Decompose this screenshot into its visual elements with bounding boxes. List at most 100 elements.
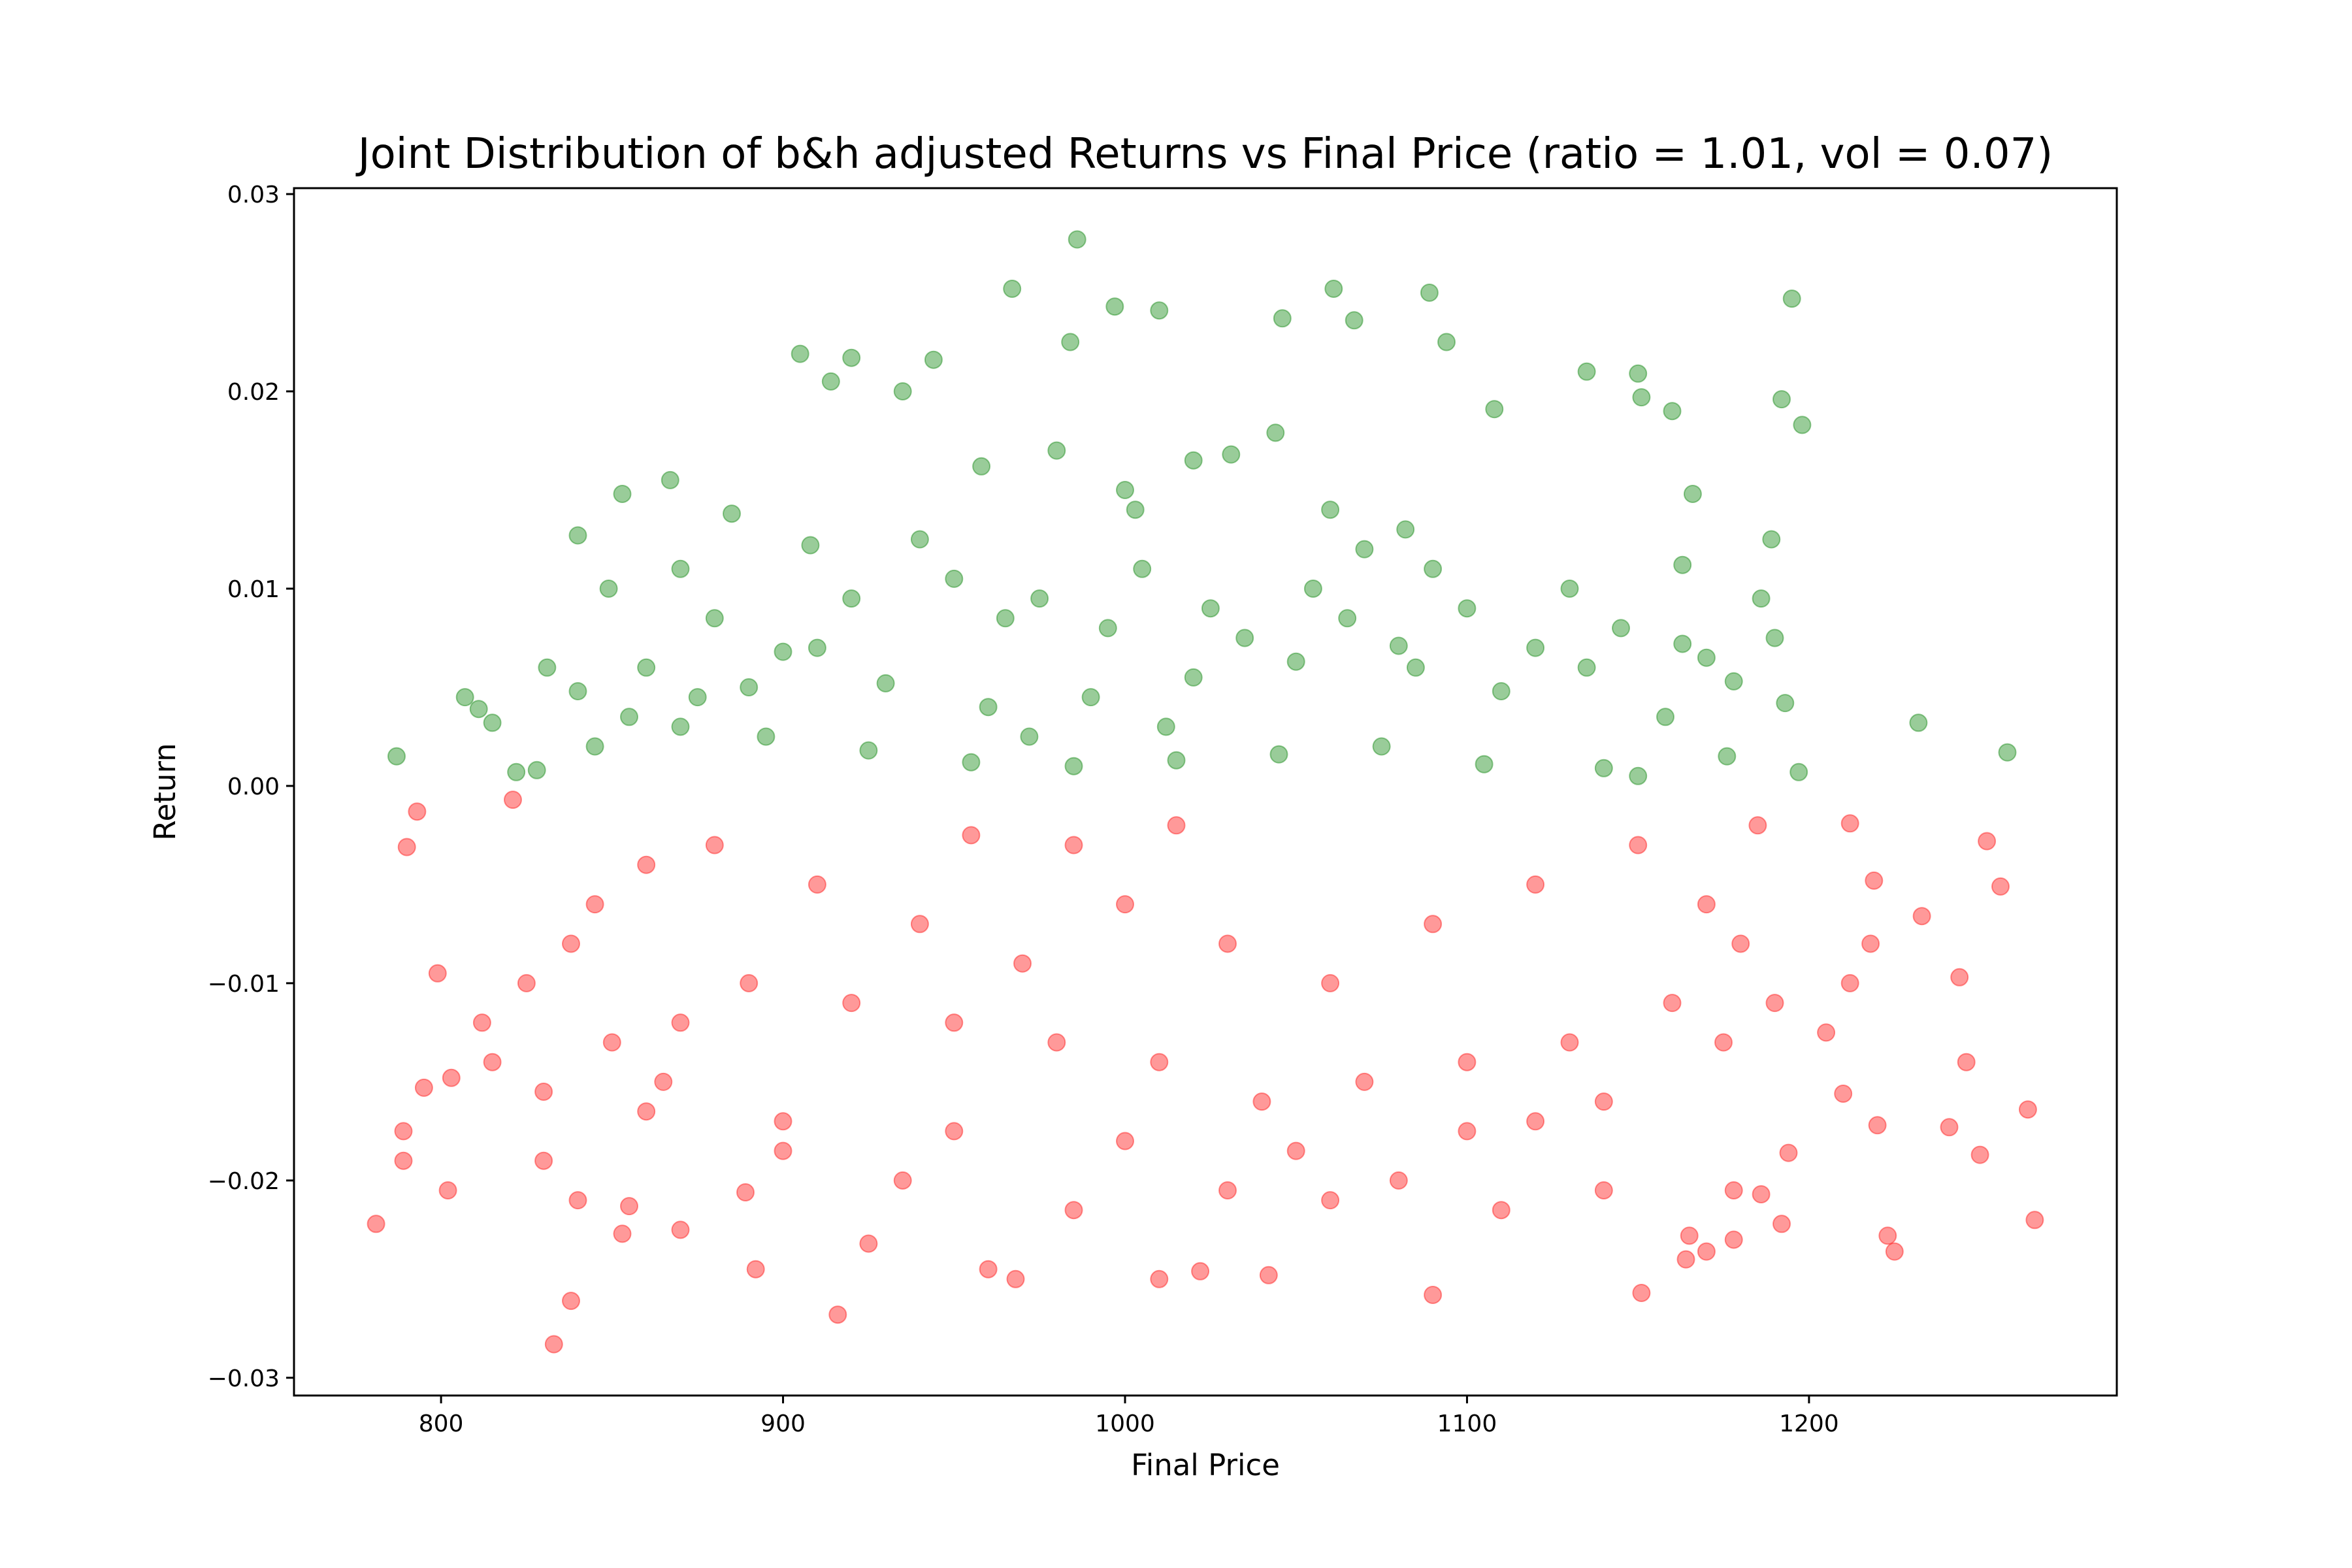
data-point	[1526, 638, 1545, 657]
data-point	[996, 609, 1015, 628]
data-point	[2025, 1211, 2044, 1230]
x-tick-label: 1000	[1095, 1411, 1155, 1437]
data-point	[613, 1224, 632, 1243]
data-point	[1222, 445, 1241, 464]
data-point	[1321, 973, 1340, 992]
data-point	[1594, 1181, 1613, 1200]
data-point	[637, 855, 656, 874]
data-point	[1003, 280, 1022, 298]
data-point	[408, 802, 427, 821]
data-point	[414, 1078, 433, 1097]
data-point	[671, 1220, 690, 1239]
data-point	[1629, 364, 1648, 383]
data-point	[876, 674, 895, 693]
data-point	[661, 470, 679, 489]
data-point	[1656, 708, 1674, 727]
data-point	[893, 1171, 912, 1190]
y-tick-label: 0.02	[227, 379, 280, 406]
data-point	[1878, 1226, 1897, 1245]
data-point	[1772, 1215, 1791, 1233]
y-axis-label: Return	[148, 743, 182, 840]
data-point	[1006, 1269, 1025, 1288]
data-point	[1201, 599, 1220, 618]
data-point	[1772, 390, 1791, 409]
y-tick-label: 0.03	[227, 182, 280, 208]
data-point	[1396, 520, 1415, 539]
data-point	[599, 580, 618, 598]
data-point	[438, 1181, 457, 1200]
data-point	[821, 372, 840, 391]
x-axis-label: Final Price	[1131, 1448, 1280, 1482]
data-point	[1064, 757, 1083, 776]
y-tick-label: −0.02	[208, 1168, 280, 1195]
data-point	[1424, 559, 1443, 578]
data-point	[1420, 284, 1439, 302]
data-point	[1629, 836, 1648, 855]
plot-frame	[293, 187, 2118, 1397]
data-point	[671, 717, 690, 736]
data-point	[1752, 589, 1771, 608]
data-point	[1485, 400, 1504, 419]
data-point	[1632, 1284, 1651, 1302]
x-tick-label: 1100	[1437, 1411, 1497, 1437]
data-point	[1064, 1201, 1083, 1220]
data-point	[397, 838, 416, 857]
data-point	[1673, 555, 1692, 574]
data-point	[1167, 816, 1186, 835]
data-point	[1150, 301, 1169, 320]
data-point	[774, 642, 792, 661]
data-point	[1885, 1242, 1904, 1261]
data-point	[1492, 1201, 1511, 1220]
data-point	[1492, 682, 1511, 700]
data-point	[859, 1234, 878, 1253]
data-point	[1817, 1023, 1836, 1042]
data-point	[1629, 766, 1648, 785]
data-point	[504, 791, 522, 809]
data-point	[1269, 745, 1288, 764]
data-point	[962, 826, 981, 845]
data-point	[1218, 1181, 1237, 1200]
data-point	[1116, 895, 1134, 914]
data-point	[1458, 1122, 1477, 1141]
data-point	[637, 1102, 656, 1121]
data-point	[1345, 311, 1364, 330]
data-point	[394, 1151, 413, 1170]
data-point	[2018, 1100, 2037, 1119]
data-point	[688, 688, 707, 707]
data-point	[1752, 1185, 1771, 1203]
data-point	[1991, 877, 2010, 896]
data-point	[1126, 500, 1145, 519]
data-point	[613, 485, 632, 503]
data-point	[1150, 1269, 1169, 1288]
data-point	[1167, 751, 1186, 770]
data-point	[538, 658, 557, 677]
data-point	[1978, 832, 1997, 851]
data-point	[1047, 441, 1066, 460]
data-point	[740, 678, 759, 696]
data-point	[1765, 994, 1784, 1013]
data-point	[1064, 836, 1083, 855]
data-point	[910, 915, 929, 934]
data-point	[671, 559, 690, 578]
data-point	[1437, 333, 1456, 351]
data-point	[1020, 727, 1039, 746]
data-point	[723, 504, 741, 523]
data-point	[945, 1122, 964, 1141]
data-point	[1940, 1118, 1959, 1137]
data-point	[654, 1072, 673, 1091]
data-point	[1840, 814, 1859, 833]
data-point	[620, 708, 638, 727]
data-point	[1273, 309, 1292, 328]
data-point	[507, 762, 526, 781]
data-point	[1184, 451, 1203, 470]
data-point	[1632, 388, 1651, 407]
data-point	[1116, 1132, 1134, 1151]
data-point	[585, 895, 604, 914]
data-point	[705, 836, 724, 855]
data-point	[1724, 1230, 1743, 1249]
data-point	[671, 1013, 690, 1032]
data-point	[568, 1191, 587, 1210]
data-point	[1724, 672, 1743, 691]
data-point	[791, 344, 809, 363]
y-tick-label: 0.01	[227, 576, 280, 603]
